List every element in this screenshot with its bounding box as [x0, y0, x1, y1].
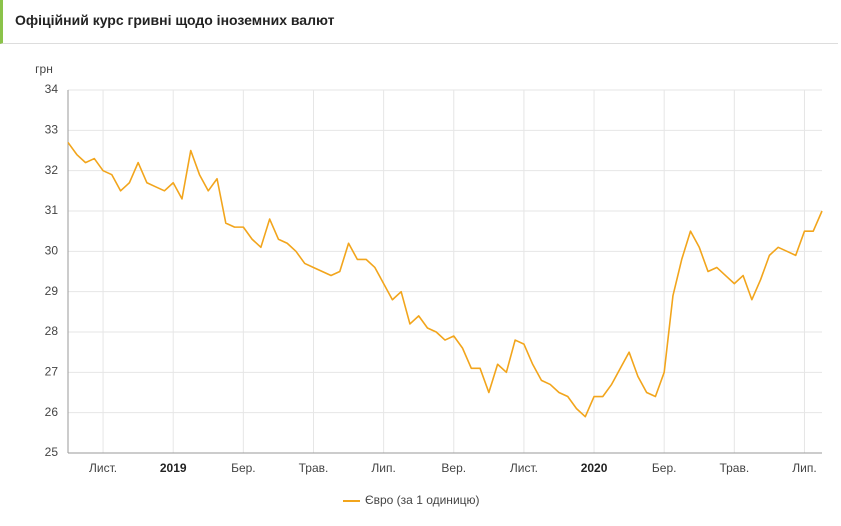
y-tick-label: 32 — [45, 163, 59, 177]
x-tick-label: 2019 — [160, 461, 187, 475]
x-tick-label: Лип. — [792, 461, 816, 475]
y-axis-label: грн — [35, 62, 53, 76]
y-tick-label: 30 — [45, 244, 59, 258]
y-tick-label: 33 — [45, 123, 59, 137]
x-tick-label: Вер. — [441, 461, 466, 475]
header: Офіційний курс гривні щодо іноземних вал… — [0, 0, 838, 44]
y-tick-label: 34 — [45, 82, 59, 96]
y-tick-label: 27 — [45, 365, 59, 379]
line — [67, 141, 823, 418]
x-tick-label: Лист. — [89, 461, 117, 475]
y-tick-label: 25 — [45, 445, 59, 459]
x-tick-label: Лист. — [510, 461, 538, 475]
x-tick-label: Бер. — [231, 461, 256, 475]
y-tick-label: 28 — [45, 324, 59, 338]
y-tick-label: 26 — [45, 405, 59, 419]
legend-label: Євро (за 1 одиницю) — [365, 493, 480, 507]
y-tick-label: 29 — [45, 284, 59, 298]
y-tick-label: 31 — [45, 203, 59, 217]
x-tick-label: Трав. — [719, 461, 749, 475]
x-tick-label: Трав. — [299, 461, 329, 475]
x-tick-label: Лип. — [371, 461, 395, 475]
x-tick-label: Бер. — [652, 461, 677, 475]
x-tick-label: 2020 — [581, 461, 608, 475]
title: Офіційний курс гривні щодо іноземних вал… — [15, 12, 335, 28]
